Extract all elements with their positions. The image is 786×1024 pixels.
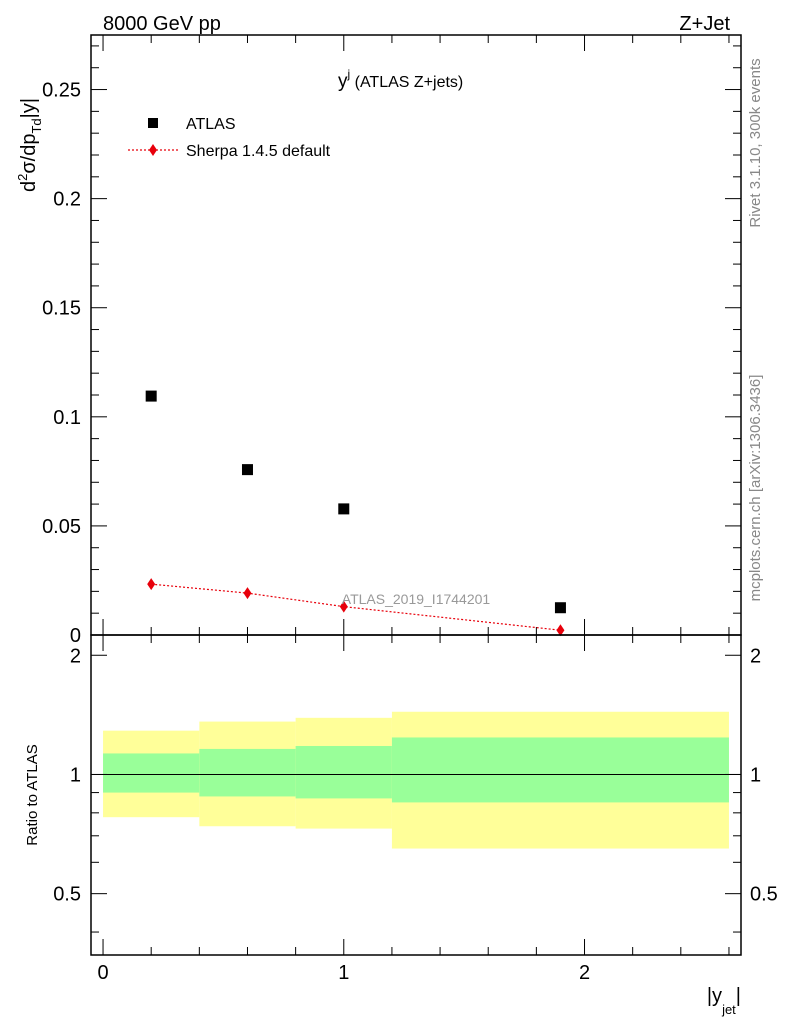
ratio-band-inner	[199, 748, 296, 797]
main-ytick-label: 0	[70, 625, 81, 647]
main-ytick-label: 0.15	[42, 298, 81, 320]
sherpa-point	[556, 624, 565, 637]
xtick-labels: 0 1 2	[97, 962, 590, 984]
xtick-label: 2	[579, 962, 590, 984]
atlas-point	[338, 503, 350, 515]
legend-label-sherpa: Sherpa 1.4.5 default	[186, 143, 331, 160]
ratio-xlabel-end: |	[736, 985, 741, 1007]
ratio-band-inner	[391, 737, 729, 803]
xtick-label: 0	[97, 962, 108, 984]
ratio-band-inner	[103, 753, 200, 793]
process-label: Z+Jet	[679, 13, 730, 35]
plot-title: yj (ATLAS Z+jets)	[338, 67, 463, 92]
ratio-ytick-labels: 0.5 1 2	[53, 645, 81, 905]
main-ytick-label: 0.2	[53, 189, 81, 211]
ratio-ytick-label-right: 1	[750, 764, 761, 786]
sherpa-point	[339, 600, 348, 613]
ratio-ytick-label: 2	[70, 645, 81, 667]
plot-title-sup: j	[347, 67, 351, 81]
ratio-bands	[103, 711, 729, 849]
main-ticks	[91, 35, 741, 636]
mcplots-label: mcplots.cern.ch [arXiv:1306.3436]	[747, 375, 764, 602]
ratio-ytick-label: 1	[70, 764, 81, 786]
main-ytick-labels: 0 0.05 0.1 0.15 0.2 0.25	[42, 80, 81, 647]
xtick-label: 1	[338, 962, 349, 984]
sherpa-points	[147, 578, 565, 637]
main-ylabel: d2σ/dpTd|y|	[15, 98, 44, 192]
energy-label: 8000 GeV pp	[103, 13, 221, 35]
plot-title-main: y	[338, 71, 348, 92]
ratio-ticks	[91, 635, 741, 955]
main-ytick-label: 0.05	[42, 516, 81, 538]
ratio-xlabel-sub: jet	[721, 1002, 736, 1017]
ratio-panel: 0.5 1 2 0.5 1 2 0 1 2 Ratio to ATLAS |yjet|	[24, 634, 778, 1017]
legend-marker-atlas	[148, 118, 158, 128]
ratio-band-inner	[295, 745, 392, 799]
atlas-points	[145, 390, 566, 614]
rivet-label: Rivet 3.1.10, 300k events	[747, 58, 764, 227]
ratio-ytick-label-right: 2	[750, 645, 761, 667]
main-ytick-label: 0.25	[42, 80, 81, 102]
ratio-xlabel-main: |y	[707, 985, 722, 1007]
ratio-ytick-label: 0.5	[53, 884, 81, 906]
plot-title-rest: (ATLAS Z+jets)	[350, 74, 463, 91]
ratio-xlabel: |yjet|	[707, 985, 741, 1017]
atlas-point	[554, 602, 566, 614]
ratio-frame	[90, 634, 742, 956]
main-ytick-label: 0.1	[53, 407, 81, 429]
analysis-label: ATLAS_2019_I1744201	[342, 591, 491, 607]
sherpa-point	[243, 587, 252, 600]
legend-marker-sherpa	[149, 144, 157, 156]
ratio-ylabel: Ratio to ATLAS	[24, 744, 41, 845]
main-panel: 00.050.10.150.20.25 ATLAS_2019_I1744201 …	[15, 34, 742, 647]
sherpa-point	[147, 578, 156, 591]
sherpa-polyline	[151, 583, 561, 631]
legend: ATLAS Sherpa 1.4.5 default	[128, 116, 331, 160]
atlas-point	[145, 390, 157, 402]
atlas-point	[241, 464, 253, 476]
ratio-ytick-labels-right: 0.5 1 2	[750, 645, 778, 905]
legend-label-atlas: ATLAS	[186, 116, 236, 133]
ratio-ytick-label-right: 0.5	[750, 884, 778, 906]
